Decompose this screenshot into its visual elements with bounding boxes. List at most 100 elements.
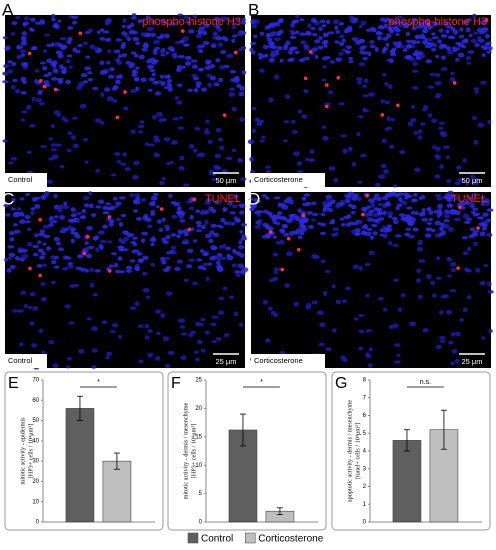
nucleus <box>48 137 53 141</box>
nucleus <box>179 155 185 161</box>
nucleus <box>333 19 340 23</box>
nucleus <box>130 129 136 134</box>
nucleus <box>368 363 373 368</box>
nucleus <box>266 234 271 239</box>
nucleus <box>92 236 98 241</box>
marker-cell <box>27 51 32 56</box>
nucleus <box>455 210 461 216</box>
nucleus <box>99 69 107 75</box>
nucleus <box>474 90 479 94</box>
nucleus <box>311 218 316 222</box>
nucleus <box>134 266 140 271</box>
nucleus <box>412 227 419 232</box>
nucleus <box>261 135 266 140</box>
nucleus <box>87 191 93 196</box>
nucleus <box>140 77 147 83</box>
nucleus <box>54 24 61 30</box>
nucleus <box>435 146 441 152</box>
nucleus <box>340 134 347 138</box>
nucleus <box>472 177 478 181</box>
nucleus <box>441 55 446 60</box>
nucleus <box>376 207 383 213</box>
nucleus <box>388 324 395 330</box>
nucleus <box>41 263 48 267</box>
nucleus <box>450 361 455 366</box>
nucleus <box>165 257 170 261</box>
nucleus <box>322 65 327 69</box>
nucleus <box>279 215 286 221</box>
nucleus <box>268 22 275 27</box>
nucleus <box>422 29 428 33</box>
nucleus <box>91 213 97 218</box>
nucleus <box>486 281 492 286</box>
nucleus <box>218 296 225 301</box>
bar <box>65 408 95 523</box>
nucleus <box>121 24 126 29</box>
nucleus <box>410 221 415 226</box>
nucleus <box>273 267 280 271</box>
nucleus <box>133 160 140 166</box>
nucleus <box>240 237 247 241</box>
nucleus <box>129 259 136 263</box>
nucleus <box>311 212 319 217</box>
nucleus <box>249 156 255 162</box>
nucleus <box>161 259 167 265</box>
nucleus <box>450 26 456 31</box>
nucleus <box>84 160 89 164</box>
nucleus <box>228 92 236 98</box>
nucleus <box>52 68 59 74</box>
nucleus <box>62 266 69 271</box>
nucleus <box>117 256 123 261</box>
nucleus <box>321 24 327 28</box>
nucleus <box>268 41 275 46</box>
nucleus <box>292 151 300 157</box>
nucleus <box>404 232 411 237</box>
nucleus <box>17 45 24 50</box>
nucleus <box>106 60 111 65</box>
nucleus <box>454 181 461 186</box>
nucleus <box>347 203 354 208</box>
nucleus <box>181 65 186 69</box>
nucleus <box>43 80 50 85</box>
nucleus <box>95 205 102 209</box>
nucleus <box>135 216 143 221</box>
nucleus <box>431 118 438 123</box>
nucleus <box>161 217 166 222</box>
nucleus <box>466 61 472 65</box>
marker-cell <box>336 76 341 80</box>
nucleus <box>200 317 206 322</box>
nucleus <box>383 169 389 174</box>
nucleus <box>9 231 15 236</box>
nucleus <box>436 256 441 261</box>
nucleus <box>470 201 476 206</box>
nucleus <box>309 149 315 154</box>
nucleus <box>477 216 485 220</box>
nucleus <box>170 245 177 251</box>
nucleus <box>177 83 183 88</box>
nucleus <box>292 19 300 23</box>
nucleus <box>428 210 434 215</box>
nucleus <box>97 47 102 53</box>
nucleus <box>57 204 65 210</box>
marker-cell <box>365 193 369 198</box>
nucleus <box>188 332 194 338</box>
nucleus <box>457 178 464 183</box>
panel-letter: F <box>171 375 181 392</box>
nucleus <box>449 289 457 293</box>
nucleus <box>353 193 360 198</box>
panel-letter: B <box>248 0 259 19</box>
nucleus <box>92 292 98 297</box>
nucleus <box>20 91 27 95</box>
marker-cell <box>380 113 385 117</box>
nucleus <box>405 227 412 231</box>
nucleus <box>77 43 83 48</box>
nucleus <box>372 231 378 236</box>
nucleus <box>190 227 195 232</box>
nucleus <box>83 203 90 208</box>
nucleus <box>420 194 426 200</box>
nucleus <box>194 126 201 131</box>
nucleus <box>269 278 275 283</box>
nucleus <box>289 23 296 27</box>
nucleus <box>226 253 231 258</box>
